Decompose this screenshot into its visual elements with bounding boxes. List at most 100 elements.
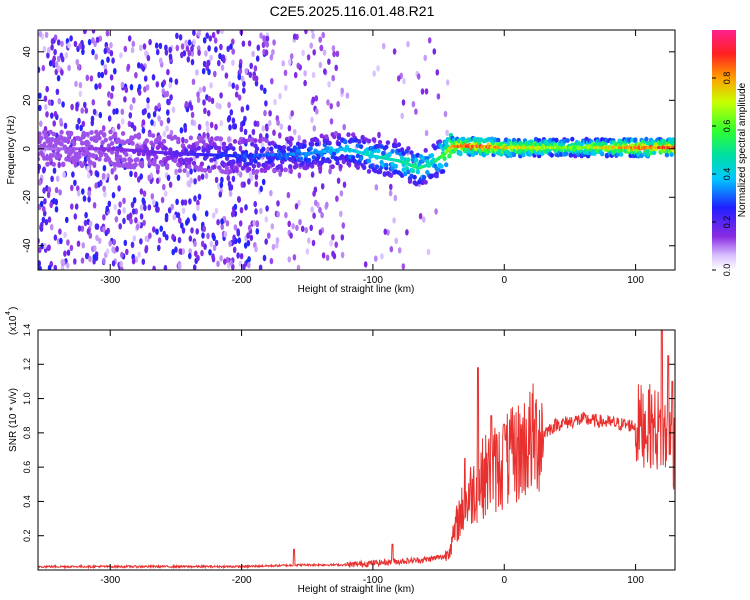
band-cell [381, 162, 386, 168]
noise-blob [43, 95, 48, 102]
band-cell [79, 163, 85, 169]
noise-blob [54, 198, 59, 206]
band-cell [390, 166, 395, 171]
noise-blob [131, 208, 136, 215]
noise-blob [109, 74, 114, 81]
y-tick-label: -20 [22, 190, 33, 205]
noise-blob [105, 205, 109, 212]
band-cell [117, 139, 123, 144]
noise-blob [190, 119, 195, 126]
noise-blob [168, 181, 173, 188]
noise-blob [143, 108, 147, 115]
snr-multiplier: (x10 4 ) [5, 307, 19, 335]
noise-blob [340, 234, 345, 241]
noise-blob [38, 104, 42, 112]
noise-blob [332, 252, 337, 260]
noise-blob [418, 213, 423, 220]
noise-blob [219, 92, 223, 99]
noise-blob [109, 42, 113, 49]
noise-blob [233, 224, 238, 231]
noise-blob [297, 134, 302, 142]
noise-blob [155, 228, 159, 235]
noise-blob [196, 96, 201, 104]
noise-blob [159, 120, 164, 127]
noise-blob [212, 244, 217, 252]
noise-blob [157, 237, 162, 244]
noise-blob [130, 241, 135, 248]
noise-blob [389, 183, 393, 191]
noise-blob [196, 254, 200, 262]
noise-blob [181, 248, 186, 255]
noise-blob [228, 190, 233, 197]
snr-multiplier-close: ) [8, 307, 19, 310]
noise-blob [253, 200, 257, 208]
noise-blob [244, 68, 248, 75]
noise-blob [265, 205, 269, 212]
band-cell [554, 137, 559, 143]
noise-blob [422, 216, 426, 223]
noise-blob [340, 251, 345, 259]
noise-blob [254, 80, 259, 87]
noise-blob [219, 43, 223, 51]
noise-blob [377, 131, 381, 139]
x-tick-label: 0 [501, 575, 507, 586]
noise-blob [139, 204, 144, 211]
noise-blob [156, 206, 160, 213]
noise-blob [102, 226, 106, 233]
noise-blob [264, 49, 269, 56]
noise-blob [312, 212, 316, 219]
band-cell [311, 155, 316, 160]
band-cell [195, 141, 200, 147]
noise-blob [259, 32, 263, 39]
noise-blob [133, 171, 138, 178]
noise-blob [86, 228, 91, 235]
noise-blob [54, 186, 59, 194]
noise-blob [226, 45, 230, 52]
noise-blob [102, 185, 106, 192]
noise-blob [374, 255, 378, 262]
noise-blob [47, 46, 51, 54]
noise-blob [91, 37, 95, 44]
noise-blob [129, 84, 134, 91]
noise-blob [137, 83, 142, 91]
noise-blob [105, 248, 110, 255]
noise-blob [332, 50, 336, 58]
band-cell [231, 146, 236, 152]
noise-blob [137, 89, 142, 96]
noise-blob [220, 30, 224, 35]
noise-blob [152, 111, 157, 118]
noise-blob [53, 264, 58, 270]
noise-blob [152, 226, 156, 233]
band-cell [199, 161, 205, 167]
noise-blob [152, 199, 156, 206]
noise-blob [158, 42, 163, 50]
noise-blob [122, 207, 126, 214]
band-cell [319, 133, 324, 139]
noise-blob [205, 32, 209, 39]
band-cell [89, 130, 94, 135]
noise-blob [230, 211, 235, 218]
spectrogram-marks [38, 30, 675, 270]
band-cell [256, 161, 261, 167]
noise-blob [320, 183, 325, 190]
band-cell [294, 163, 299, 169]
noise-blob [109, 50, 114, 57]
band-cell [421, 175, 427, 180]
noise-blob [101, 125, 106, 132]
band-cell [377, 139, 383, 145]
noise-blob [65, 216, 69, 224]
noise-blob [255, 228, 260, 235]
x-tick-label: 100 [627, 275, 644, 286]
noise-blob [95, 36, 100, 43]
band-cell [346, 161, 351, 167]
noise-blob [212, 234, 216, 241]
band-cell [188, 135, 194, 141]
noise-blob [175, 44, 180, 52]
noise-blob [205, 120, 209, 128]
band-cell [97, 135, 102, 141]
band-cell [133, 162, 138, 168]
noise-blob [46, 191, 51, 199]
noise-blob [249, 234, 254, 241]
noise-blob [184, 39, 188, 46]
